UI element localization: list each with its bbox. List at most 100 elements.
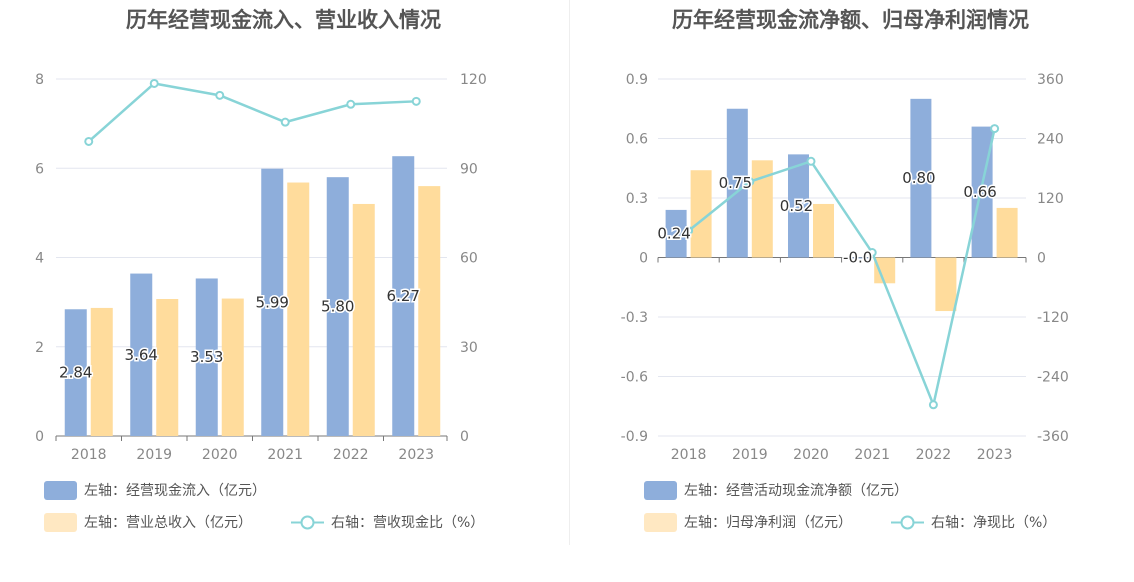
data-label-right-2021: -0.0 bbox=[843, 249, 872, 267]
line-point-left-2019 bbox=[149, 78, 159, 88]
line-point-right-2022 bbox=[928, 400, 938, 410]
y-tick-right-left: 30 bbox=[460, 340, 478, 356]
y-tick-left-right: -0.6 bbox=[621, 370, 648, 386]
y-tick-right-left: 90 bbox=[460, 161, 478, 177]
line-point-right-2023 bbox=[990, 124, 1000, 134]
y-tick-right-left: 120 bbox=[460, 72, 487, 88]
y-tick-left-left: 0 bbox=[35, 429, 44, 445]
legend-label-left-2: 右轴：营收现金比（%） bbox=[331, 515, 485, 531]
x-tick-label-left: 2019 bbox=[136, 447, 172, 463]
x-tick-label-left: 2018 bbox=[71, 447, 107, 463]
x-tick-label-right: 2022 bbox=[916, 447, 952, 463]
chart-title-left: 历年经营现金流入、营业收入情况 bbox=[126, 8, 441, 32]
y-tick-right-right: -120 bbox=[1037, 310, 1069, 326]
chart-panel-left: 历年经营现金流入、营业收入情况 0 2 4 6 8 0 30 60 90 120 2018 2019 2… bbox=[35, 8, 487, 532]
chart-title-right: 历年经营现金流净额、归母净利润情况 bbox=[672, 8, 1029, 32]
data-label-left-2023: 6.27 bbox=[387, 287, 420, 305]
legend-label-right-1: 左轴：归母净利润（亿元） bbox=[684, 515, 852, 531]
data-label-right-2023: 0.66 bbox=[963, 183, 996, 201]
bar-right-s1-2022 bbox=[935, 257, 957, 312]
legend-label-left-0: 左轴：经营现金流入（亿元） bbox=[84, 483, 266, 499]
line-point-left-2023 bbox=[411, 96, 421, 106]
bar-right-s0-2018 bbox=[665, 209, 687, 258]
y-tick-left-right: -0.3 bbox=[621, 310, 648, 326]
legend-item-left-2[interactable]: 右轴：营收现金比（%） bbox=[291, 512, 484, 532]
chart-plot-right: 0.9 0.6 0.3 0 -0.3 -0.6 -0.9 360 240 120 0 -120 -240… bbox=[621, 72, 1069, 463]
x-tick-label-right: 2018 bbox=[671, 447, 707, 463]
bar-right-s0-2020 bbox=[788, 154, 809, 258]
x-tick-label-left: 2021 bbox=[267, 447, 303, 463]
line-point-right-2020 bbox=[806, 156, 816, 166]
y-tick-right-right: 240 bbox=[1037, 132, 1064, 148]
x-tick-label-left: 2023 bbox=[398, 447, 434, 463]
legend-label-right-0: 左轴：经营活动现金流净额（亿元） bbox=[684, 483, 908, 499]
data-label-left-2018: 2.84 bbox=[59, 364, 92, 382]
x-tick-label-right: 2019 bbox=[732, 447, 768, 463]
bar-right-s1-2021 bbox=[874, 257, 896, 284]
data-label-left-2022: 5.80 bbox=[321, 298, 354, 316]
bar-right-s0-2022 bbox=[910, 98, 932, 258]
line-point-right-2019 bbox=[745, 177, 755, 187]
line-point-left-2021 bbox=[280, 117, 290, 127]
bar-left-s1-2023 bbox=[418, 186, 441, 436]
bar-right-s1-2018 bbox=[690, 170, 712, 258]
legend-item-right-1[interactable]: 左轴：归母净利润（亿元） bbox=[644, 512, 852, 532]
bar-left-s0-2023 bbox=[392, 156, 415, 437]
legend-item-right-2[interactable]: 右轴：净现比（%） bbox=[891, 512, 1056, 532]
y-tick-left-left: 6 bbox=[35, 161, 44, 177]
bar-left-s1-2021 bbox=[287, 182, 310, 436]
data-label-left-2020: 3.53 bbox=[190, 348, 223, 366]
y-tick-right-right: 360 bbox=[1037, 72, 1064, 88]
bar-left-s0-2020 bbox=[195, 278, 218, 436]
y-tick-right-left: 60 bbox=[460, 251, 478, 267]
chart-panel-right: 历年经营现金流净额、归母净利润情况 0.9 0.6 0.3 0 -0.3 -0.6 -0.9… bbox=[567, 0, 1134, 582]
y-tick-left-right: 0.6 bbox=[626, 132, 648, 148]
line-point-right-2018 bbox=[684, 226, 694, 236]
y-tick-left-right: 0.3 bbox=[626, 191, 648, 207]
y-tick-right-right: -360 bbox=[1037, 429, 1069, 445]
line-point-left-2020 bbox=[215, 90, 225, 100]
bar-right-s0-2021 bbox=[849, 257, 871, 259]
x-tick-label-left: 2020 bbox=[202, 447, 238, 463]
bar-left-s0-2022 bbox=[326, 177, 349, 437]
y-tick-left-left: 2 bbox=[35, 340, 44, 356]
bar-left-s0-2018 bbox=[64, 309, 87, 436]
legend-swatch-left-2 bbox=[291, 515, 324, 529]
y-tick-left-right: 0.9 bbox=[626, 72, 648, 88]
legend-swatch-left-1 bbox=[44, 512, 77, 532]
line-point-right-2021 bbox=[867, 248, 877, 258]
data-label-right-2020: 0.52 bbox=[780, 197, 813, 215]
x-tick-label-right: 2020 bbox=[793, 447, 829, 463]
data-label-left-2019: 3.64 bbox=[125, 346, 158, 364]
y-tick-left-right: -0.9 bbox=[621, 429, 648, 445]
legend-label-left-1: 左轴：营业总收入（亿元） bbox=[84, 515, 252, 531]
bar-left-s1-2020 bbox=[221, 298, 244, 436]
data-label-right-2019: 0.75 bbox=[719, 174, 752, 192]
data-label-right-2018: 0.24 bbox=[657, 225, 690, 243]
bar-left-s1-2018 bbox=[90, 307, 113, 436]
legend-item-left-1[interactable]: 左轴：营业总收入（亿元） bbox=[44, 512, 252, 532]
x-tick-label-right: 2023 bbox=[977, 447, 1013, 463]
bar-right-s1-2023 bbox=[996, 207, 1018, 258]
legend-item-right-0[interactable]: 左轴：经营活动现金流净额（亿元） bbox=[644, 480, 908, 500]
panel-divider bbox=[569, 0, 570, 545]
y-tick-left-right: 0 bbox=[639, 251, 648, 267]
line-series-right bbox=[687, 128, 996, 409]
bar-right-s0-2019 bbox=[726, 108, 748, 258]
legend-swatch-right-1 bbox=[644, 512, 677, 532]
bar-right-s1-2019 bbox=[751, 160, 773, 258]
y-tick-right-left: 0 bbox=[460, 429, 469, 445]
y-tick-left-left: 8 bbox=[35, 72, 44, 88]
y-tick-right-right: 0 bbox=[1037, 251, 1046, 267]
legend-swatch-right-0 bbox=[644, 480, 677, 500]
legend-swatch-right-2 bbox=[891, 515, 924, 529]
data-label-right-2022: 0.80 bbox=[902, 169, 935, 187]
legend-item-left-0[interactable]: 左轴：经营现金流入（亿元） bbox=[44, 480, 266, 500]
x-tick-label-left: 2022 bbox=[333, 447, 369, 463]
chart-plot-left: 0 2 4 6 8 0 30 60 90 120 2018 2019 2020 2021 2022 2023 2… bbox=[35, 72, 487, 463]
line-point-left-2018 bbox=[84, 136, 94, 146]
line-series-left bbox=[87, 82, 417, 143]
legend-label-right-2: 右轴：净现比（%） bbox=[931, 515, 1057, 531]
bar-right-s1-2020 bbox=[813, 203, 834, 258]
line-point-left-2022 bbox=[346, 99, 356, 109]
